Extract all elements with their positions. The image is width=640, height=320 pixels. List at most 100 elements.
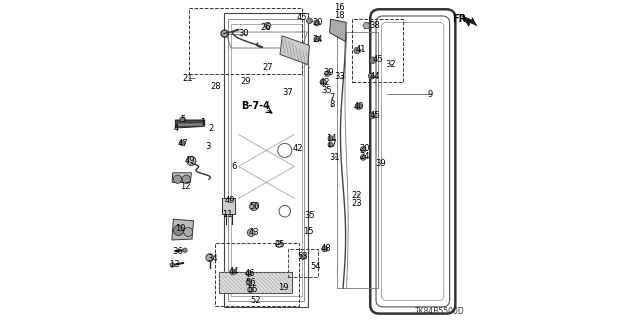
Circle shape	[246, 279, 252, 285]
Text: 11: 11	[222, 210, 232, 219]
Text: 5: 5	[180, 115, 186, 124]
Circle shape	[183, 248, 188, 252]
Circle shape	[173, 225, 184, 236]
Polygon shape	[175, 120, 205, 128]
Text: 35: 35	[321, 86, 332, 95]
Circle shape	[320, 79, 326, 85]
Text: 29: 29	[241, 77, 251, 86]
Text: TK84B5500D: TK84B5500D	[415, 307, 465, 316]
Text: 6: 6	[231, 162, 236, 171]
Text: 4: 4	[173, 124, 179, 133]
Circle shape	[369, 113, 375, 119]
Circle shape	[370, 57, 376, 63]
Text: 31: 31	[330, 153, 340, 162]
Text: 17: 17	[326, 140, 337, 149]
Circle shape	[360, 155, 366, 160]
Text: 36: 36	[172, 247, 183, 256]
Text: 39: 39	[323, 68, 333, 76]
Text: 34: 34	[207, 254, 218, 263]
Text: 2: 2	[208, 124, 213, 133]
Text: 56: 56	[245, 278, 256, 287]
Circle shape	[314, 20, 320, 26]
Circle shape	[230, 269, 236, 275]
Text: 15: 15	[303, 227, 314, 236]
Text: 23: 23	[351, 199, 362, 208]
Circle shape	[328, 136, 333, 141]
Text: 20: 20	[359, 144, 369, 153]
Circle shape	[180, 117, 185, 122]
Text: 27: 27	[263, 63, 273, 72]
Circle shape	[307, 18, 312, 24]
Text: 55: 55	[248, 285, 258, 294]
Circle shape	[170, 263, 174, 267]
Circle shape	[301, 254, 307, 260]
Circle shape	[187, 156, 196, 165]
Circle shape	[369, 73, 374, 79]
Polygon shape	[363, 22, 370, 29]
Circle shape	[246, 271, 252, 276]
Text: 8: 8	[329, 100, 335, 109]
Circle shape	[247, 229, 255, 236]
Text: 41: 41	[356, 45, 366, 54]
Circle shape	[324, 71, 330, 76]
Text: 52: 52	[250, 296, 260, 305]
Text: 3: 3	[205, 142, 211, 151]
Text: 24: 24	[359, 152, 369, 161]
Circle shape	[250, 202, 258, 211]
Text: 33: 33	[335, 72, 345, 81]
Text: 1: 1	[200, 118, 206, 127]
Text: 21: 21	[182, 74, 193, 83]
Text: 19: 19	[278, 283, 289, 292]
Text: 44: 44	[228, 268, 239, 276]
Text: 14: 14	[326, 134, 337, 143]
Text: 39: 39	[375, 159, 385, 168]
Text: 18: 18	[334, 11, 344, 20]
Text: 32: 32	[386, 60, 396, 68]
Circle shape	[173, 175, 182, 183]
FancyBboxPatch shape	[222, 198, 236, 214]
Text: 35: 35	[305, 211, 315, 220]
Circle shape	[314, 36, 320, 42]
Text: 20: 20	[312, 18, 323, 27]
Text: 28: 28	[211, 82, 221, 91]
Circle shape	[206, 254, 214, 261]
Text: 42: 42	[292, 144, 303, 153]
Text: 49: 49	[225, 196, 235, 205]
Circle shape	[360, 147, 366, 152]
Circle shape	[221, 30, 228, 37]
Text: FR.: FR.	[452, 14, 470, 24]
Text: 45: 45	[296, 13, 307, 22]
Text: 46: 46	[244, 269, 255, 278]
Text: 9: 9	[427, 90, 433, 99]
Circle shape	[180, 140, 185, 146]
Text: 38: 38	[369, 21, 380, 30]
Circle shape	[354, 47, 360, 54]
Circle shape	[322, 246, 328, 252]
Text: 30: 30	[239, 29, 249, 38]
Circle shape	[248, 287, 253, 292]
Text: 50: 50	[250, 202, 260, 211]
Text: 40: 40	[354, 102, 364, 111]
Text: 10: 10	[175, 224, 186, 233]
Text: 7: 7	[329, 93, 335, 102]
Polygon shape	[330, 19, 346, 42]
Text: 24: 24	[312, 35, 323, 44]
Polygon shape	[462, 16, 477, 26]
Text: 45: 45	[372, 55, 383, 64]
Text: 42: 42	[319, 78, 330, 87]
Text: 37: 37	[283, 88, 293, 97]
Text: 54: 54	[310, 262, 321, 271]
Polygon shape	[264, 22, 271, 29]
Text: 13: 13	[169, 260, 180, 269]
Text: 43: 43	[248, 228, 259, 237]
Text: 45: 45	[370, 111, 380, 120]
Circle shape	[184, 228, 193, 236]
Text: 48: 48	[321, 244, 331, 253]
Text: B-7-4: B-7-4	[241, 101, 271, 111]
Text: 22: 22	[351, 191, 362, 200]
Text: 47: 47	[178, 139, 189, 148]
Text: 44: 44	[370, 72, 380, 81]
Polygon shape	[280, 36, 310, 65]
Text: 16: 16	[334, 3, 344, 12]
Circle shape	[328, 142, 333, 147]
